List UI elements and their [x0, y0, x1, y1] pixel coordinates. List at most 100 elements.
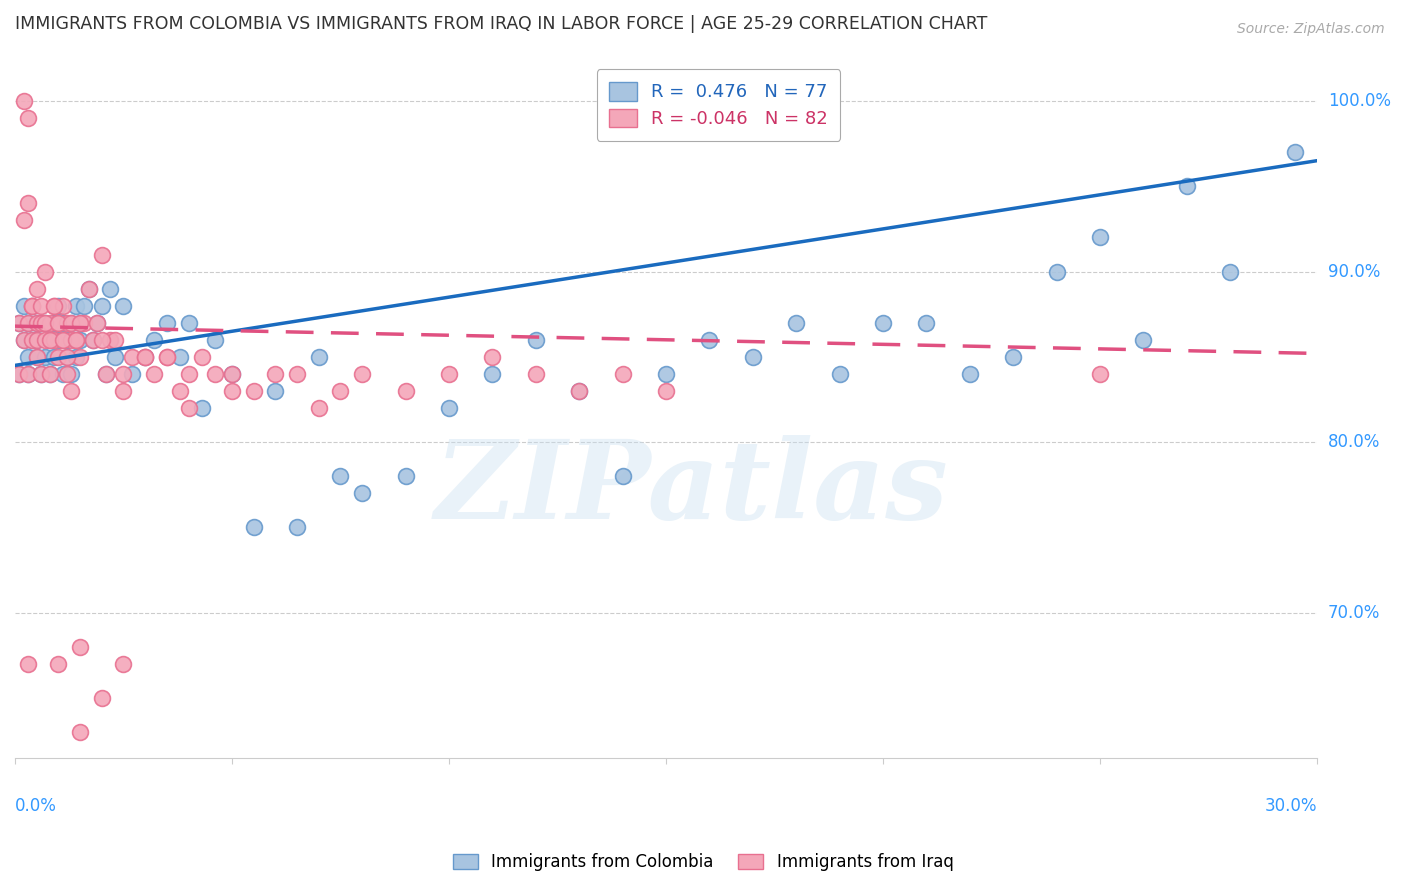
Text: IMMIGRANTS FROM COLOMBIA VS IMMIGRANTS FROM IRAQ IN LABOR FORCE | AGE 25-29 CORR: IMMIGRANTS FROM COLOMBIA VS IMMIGRANTS F…	[15, 15, 987, 33]
Point	[524, 333, 547, 347]
Text: 30.0%: 30.0%	[1264, 797, 1317, 814]
Point	[86, 316, 108, 330]
Point	[481, 367, 503, 381]
Point	[25, 333, 48, 347]
Point	[73, 299, 96, 313]
Point	[8, 367, 31, 381]
Point	[48, 350, 70, 364]
Point	[52, 299, 75, 313]
Point	[17, 316, 39, 330]
Point	[156, 316, 179, 330]
Point	[134, 350, 156, 364]
Point	[17, 367, 39, 381]
Point	[169, 350, 191, 364]
Point	[1088, 230, 1111, 244]
Point	[959, 367, 981, 381]
Point	[190, 401, 212, 415]
Point	[90, 299, 112, 313]
Point	[17, 196, 39, 211]
Point	[13, 94, 35, 108]
Point	[13, 333, 35, 347]
Point	[90, 247, 112, 261]
Point	[30, 299, 52, 313]
Point	[13, 299, 35, 313]
Point	[568, 384, 591, 398]
Point	[90, 333, 112, 347]
Point	[1132, 333, 1154, 347]
Text: 0.0%: 0.0%	[15, 797, 56, 814]
Point	[204, 367, 226, 381]
Point	[52, 333, 75, 347]
Point	[437, 401, 460, 415]
Point	[34, 350, 56, 364]
Point	[142, 333, 165, 347]
Point	[437, 367, 460, 381]
Point	[69, 316, 91, 330]
Point	[56, 367, 79, 381]
Point	[8, 316, 31, 330]
Point	[699, 333, 721, 347]
Point	[65, 333, 87, 347]
Point	[34, 264, 56, 278]
Point	[1088, 367, 1111, 381]
Point	[52, 333, 75, 347]
Point	[69, 350, 91, 364]
Point	[69, 640, 91, 654]
Point	[134, 350, 156, 364]
Point	[60, 333, 83, 347]
Point	[8, 367, 31, 381]
Point	[38, 333, 60, 347]
Point	[17, 657, 39, 671]
Point	[30, 316, 52, 330]
Point	[94, 367, 117, 381]
Point	[30, 316, 52, 330]
Point	[65, 299, 87, 313]
Point	[100, 282, 122, 296]
Point	[112, 657, 135, 671]
Point	[56, 350, 79, 364]
Point	[104, 333, 127, 347]
Point	[56, 350, 79, 364]
Point	[242, 520, 264, 534]
Legend: R =  0.476   N = 77, R = -0.046   N = 82: R = 0.476 N = 77, R = -0.046 N = 82	[598, 70, 841, 141]
Point	[655, 384, 678, 398]
Point	[17, 111, 39, 125]
Point	[13, 213, 35, 227]
Point	[568, 384, 591, 398]
Point	[221, 384, 243, 398]
Point	[60, 367, 83, 381]
Point	[13, 333, 35, 347]
Point	[177, 316, 200, 330]
Point	[25, 282, 48, 296]
Point	[112, 384, 135, 398]
Point	[25, 316, 48, 330]
Point	[121, 350, 143, 364]
Legend: Immigrants from Colombia, Immigrants from Iraq: Immigrants from Colombia, Immigrants fro…	[444, 845, 962, 880]
Point	[1219, 264, 1241, 278]
Point	[285, 520, 308, 534]
Point	[308, 401, 330, 415]
Point	[90, 690, 112, 705]
Point	[1045, 264, 1067, 278]
Point	[52, 367, 75, 381]
Point	[17, 316, 39, 330]
Point	[329, 469, 352, 483]
Point	[48, 657, 70, 671]
Point	[21, 299, 44, 313]
Point	[112, 367, 135, 381]
Point	[100, 333, 122, 347]
Point	[156, 350, 179, 364]
Point	[1002, 350, 1025, 364]
Point	[82, 333, 104, 347]
Point	[308, 350, 330, 364]
Point	[25, 333, 48, 347]
Point	[121, 367, 143, 381]
Point	[352, 486, 374, 500]
Text: Source: ZipAtlas.com: Source: ZipAtlas.com	[1237, 22, 1385, 37]
Point	[69, 316, 91, 330]
Point	[42, 333, 65, 347]
Point	[156, 350, 179, 364]
Point	[8, 316, 31, 330]
Point	[34, 316, 56, 330]
Point	[21, 299, 44, 313]
